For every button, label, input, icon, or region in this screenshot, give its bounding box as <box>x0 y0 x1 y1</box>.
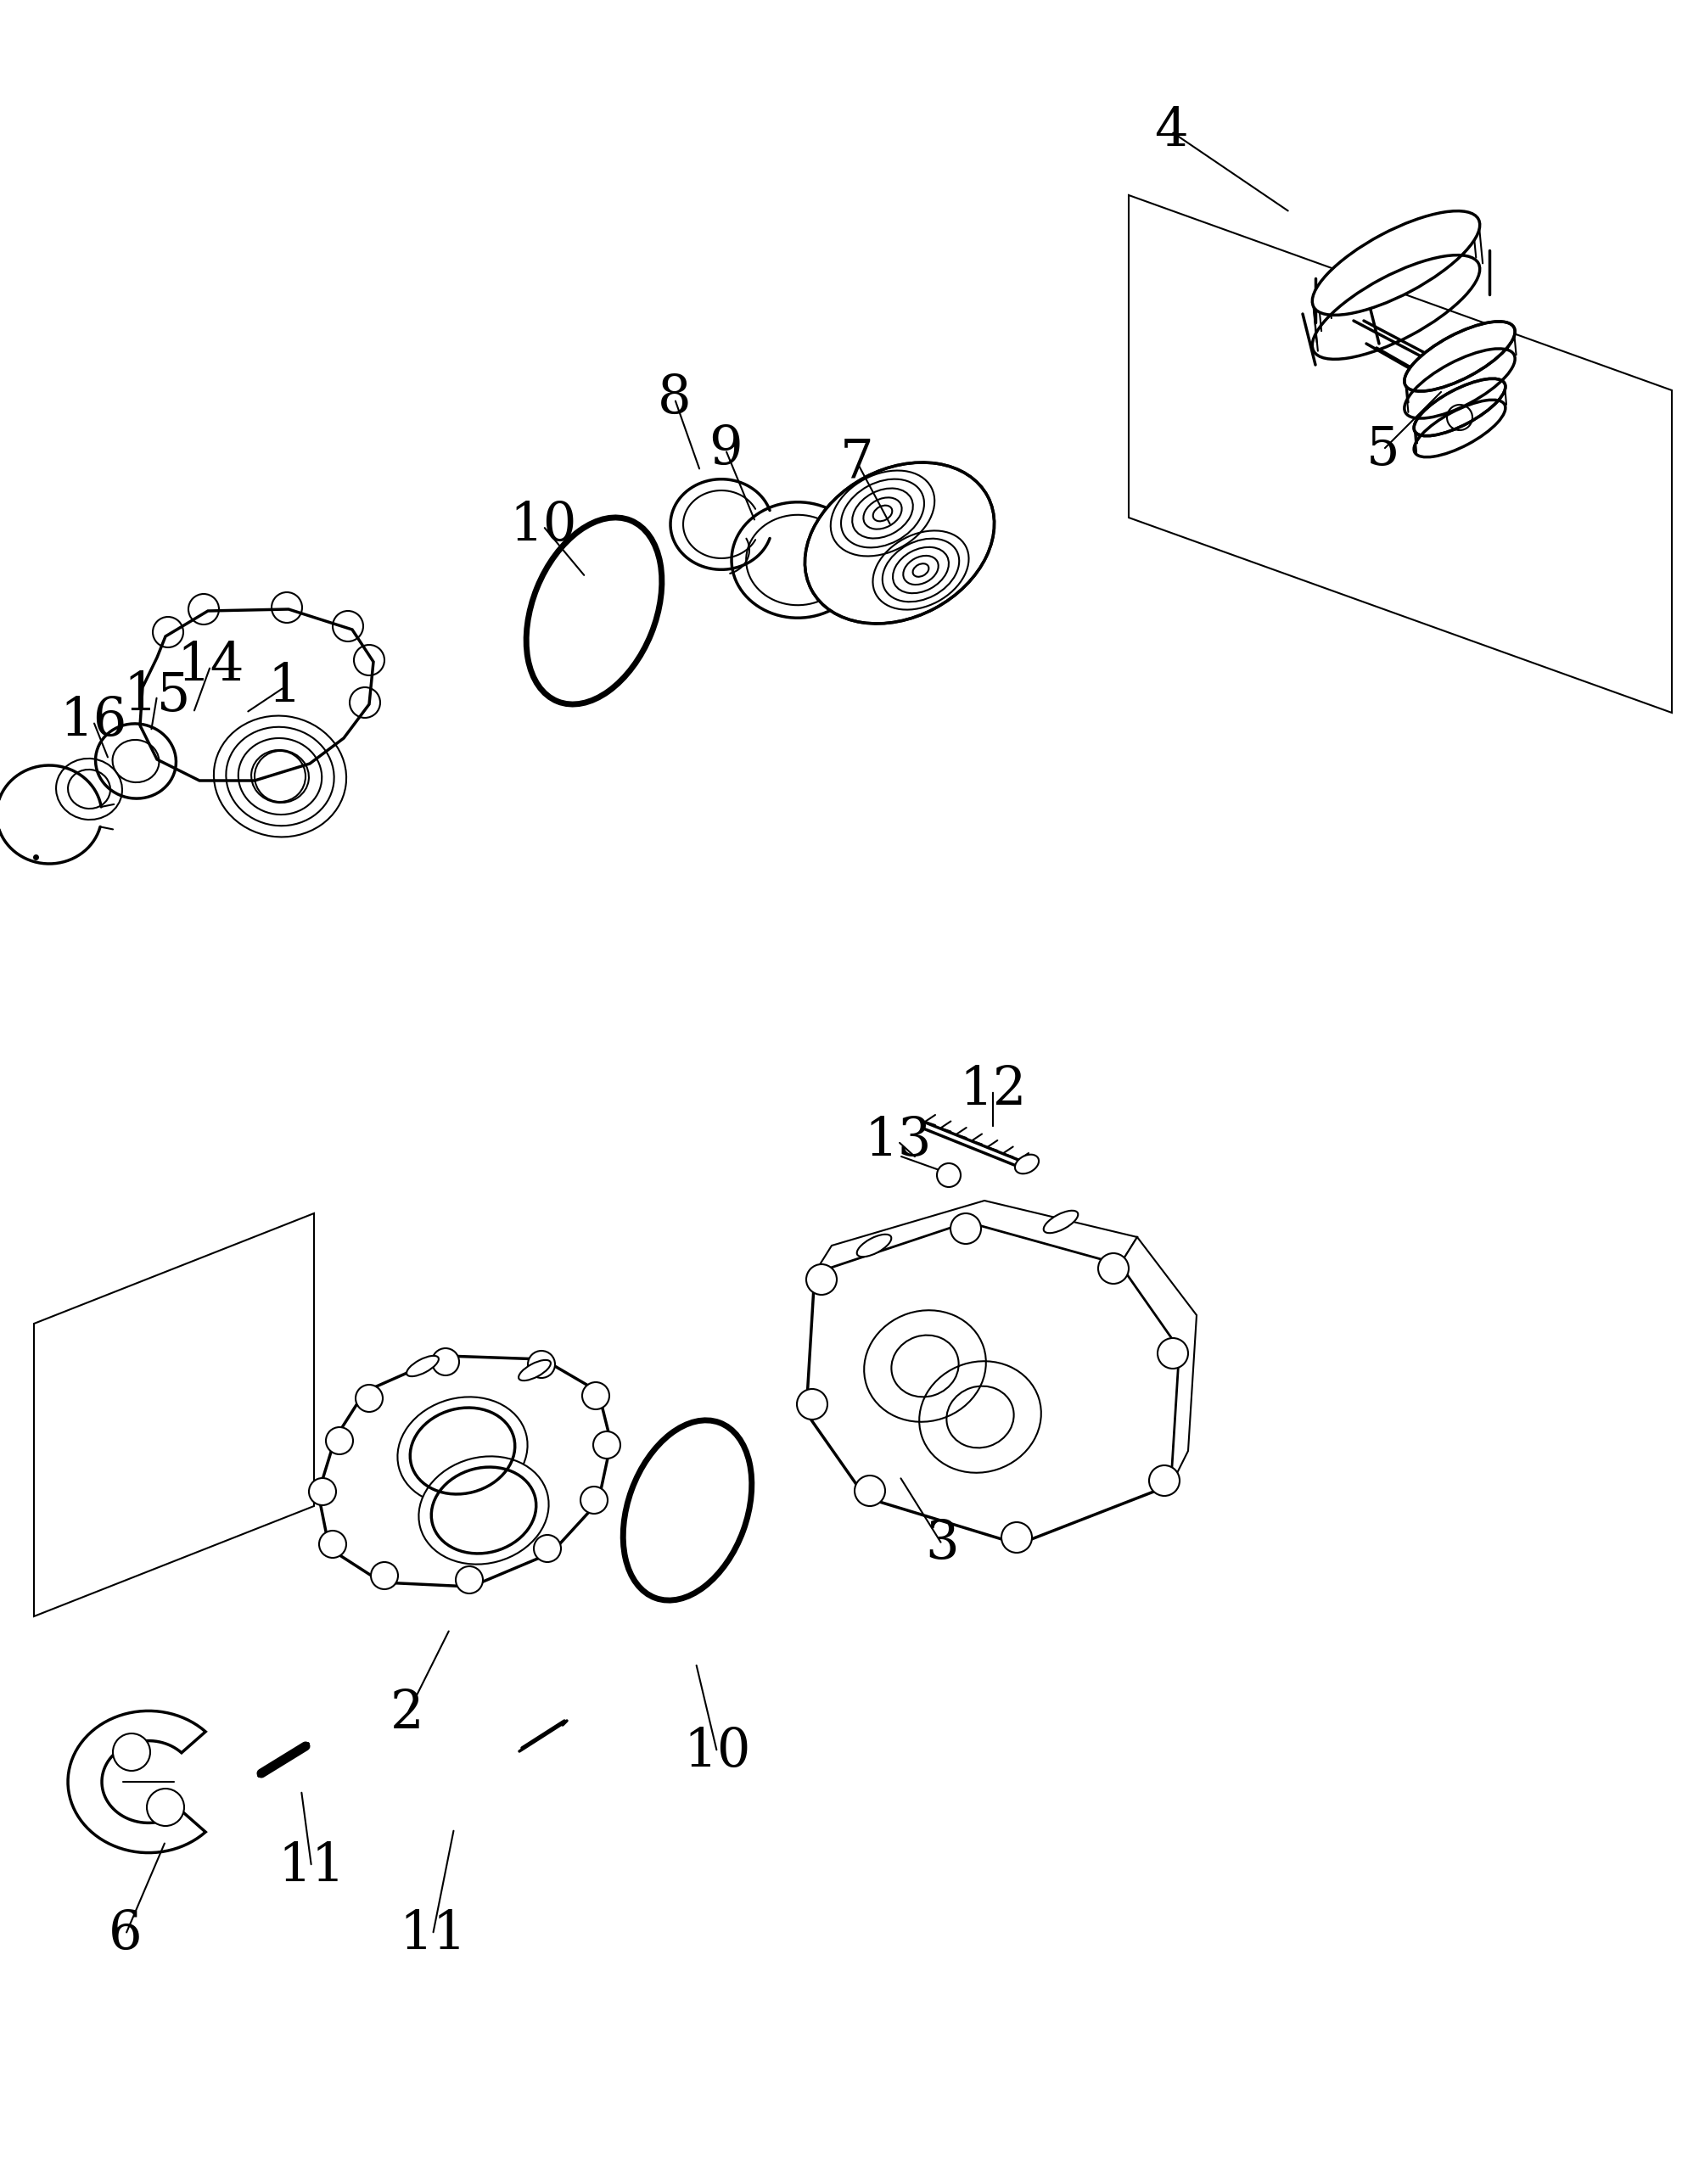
Circle shape <box>112 1734 150 1771</box>
Circle shape <box>581 1487 608 1514</box>
Text: 16: 16 <box>59 695 127 747</box>
Text: 10: 10 <box>683 1725 751 1778</box>
Text: 3: 3 <box>926 1518 958 1570</box>
Circle shape <box>950 1214 980 1245</box>
Circle shape <box>146 1789 183 1826</box>
Polygon shape <box>68 1710 206 1852</box>
Text: 4: 4 <box>1154 105 1188 157</box>
Circle shape <box>1098 1254 1128 1284</box>
Circle shape <box>593 1431 620 1459</box>
Circle shape <box>1001 1522 1031 1553</box>
Circle shape <box>797 1389 827 1420</box>
Text: 1: 1 <box>267 662 301 714</box>
Text: 10: 10 <box>510 500 578 553</box>
Ellipse shape <box>1043 1210 1079 1234</box>
Circle shape <box>1157 1339 1188 1369</box>
Text: 13: 13 <box>865 1116 931 1166</box>
Circle shape <box>432 1348 459 1376</box>
Text: 6: 6 <box>109 1909 143 1961</box>
Circle shape <box>326 1426 353 1455</box>
Ellipse shape <box>856 1234 892 1256</box>
Ellipse shape <box>418 1457 549 1564</box>
Circle shape <box>370 1562 398 1590</box>
Text: 7: 7 <box>841 437 873 489</box>
Circle shape <box>528 1350 556 1378</box>
Ellipse shape <box>1405 321 1516 391</box>
Ellipse shape <box>1312 212 1480 314</box>
Text: 15: 15 <box>124 670 190 721</box>
Polygon shape <box>807 1221 1179 1544</box>
Circle shape <box>583 1382 610 1409</box>
Text: 5: 5 <box>1366 424 1400 476</box>
Polygon shape <box>139 609 374 780</box>
Text: 9: 9 <box>708 424 742 476</box>
Circle shape <box>855 1476 885 1507</box>
Text: 2: 2 <box>391 1688 425 1741</box>
Circle shape <box>936 1164 960 1188</box>
Ellipse shape <box>1014 1155 1038 1173</box>
Circle shape <box>309 1479 336 1505</box>
Text: 8: 8 <box>658 373 691 424</box>
Polygon shape <box>318 1356 612 1586</box>
Circle shape <box>533 1535 561 1562</box>
Circle shape <box>319 1531 347 1557</box>
Ellipse shape <box>518 1361 550 1380</box>
Circle shape <box>455 1566 483 1594</box>
Ellipse shape <box>805 463 994 625</box>
Text: 12: 12 <box>960 1064 1026 1116</box>
Circle shape <box>807 1265 838 1295</box>
Text: 14: 14 <box>177 640 245 692</box>
Circle shape <box>1149 1465 1179 1496</box>
Ellipse shape <box>398 1398 527 1505</box>
Polygon shape <box>1120 1236 1196 1485</box>
Ellipse shape <box>406 1356 438 1376</box>
Ellipse shape <box>1414 378 1505 437</box>
Text: 11: 11 <box>277 1841 345 1894</box>
Text: 11: 11 <box>399 1909 467 1961</box>
Circle shape <box>355 1385 382 1411</box>
Polygon shape <box>816 1201 1137 1273</box>
